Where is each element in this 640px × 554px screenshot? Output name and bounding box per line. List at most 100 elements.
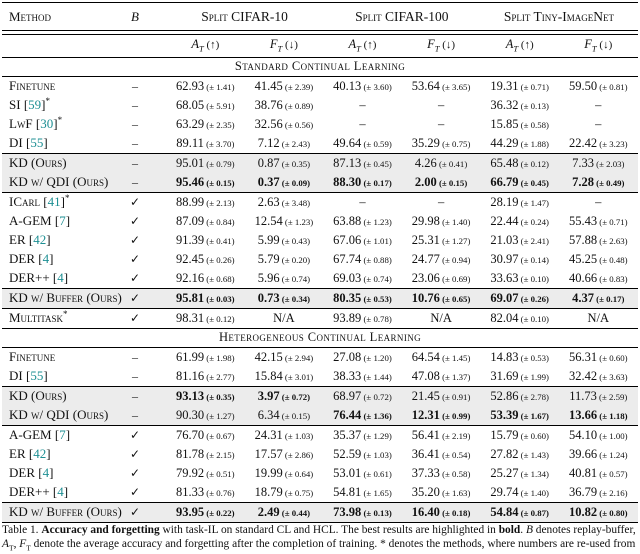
caption-italic-symbol: B (526, 524, 533, 536)
value-cell: 36.41 (± 0.54) (402, 447, 481, 462)
highlighted-row-group: KD w/ Buffer (Ours)✓95.81 (± 0.03)0.73 (… (2, 289, 638, 308)
std-dev: (± 0.79) (204, 159, 234, 169)
citation-number[interactable]: 4 (57, 484, 64, 499)
method-cell: SI [59]* (2, 97, 122, 113)
value-cell: N/A (245, 311, 324, 326)
metric-header: AT (↑) (480, 37, 559, 54)
value-cell: 69.07 (± 0.26) (480, 291, 559, 306)
method-cell: KD w/ QDI (Ours) (2, 174, 122, 190)
std-dev: (± 0.22) (204, 508, 234, 518)
buffer-dash: – (122, 79, 148, 94)
method-name: Finetune (9, 349, 55, 364)
method-cell: DER++ [4] (2, 484, 122, 500)
method-cell: KD (Ours) (2, 388, 122, 404)
method-cell: Multitask* (2, 310, 122, 326)
std-dev: (± 2.39) (283, 82, 313, 92)
buffer-column-header: B (122, 9, 148, 25)
std-dev: (± 0.75) (283, 488, 313, 498)
citation-brackets: [41] (40, 194, 65, 209)
std-dev: (± 1.27) (440, 236, 470, 246)
std-dev: (± 0.60) (597, 353, 627, 363)
metric-value: 14.83 (490, 350, 518, 364)
metric-value: 52.86 (490, 389, 518, 403)
citation-number[interactable]: 4 (43, 465, 50, 480)
citation-number[interactable]: 55 (30, 368, 43, 383)
citation-number[interactable]: 4 (57, 270, 64, 285)
citation-number[interactable]: 4 (43, 251, 50, 266)
metric-value: 32.42 (569, 369, 597, 383)
value-cell: 33.63 (± 0.10) (480, 271, 559, 286)
metric-value: 21.03 (490, 233, 518, 247)
std-dev: (± 0.59) (361, 139, 391, 149)
metric-value: 2.49 (258, 505, 280, 519)
std-dev: (± 2.78) (518, 392, 548, 402)
metric-value: 76.70 (176, 428, 204, 442)
value-cell: 0.87 (± 0.35) (245, 156, 324, 171)
metric-arrow: (↑) (361, 39, 377, 51)
citation-brackets: [4] (35, 465, 53, 480)
metric-value: 17.57 (255, 447, 283, 461)
std-dev: (± 0.15) (280, 411, 310, 421)
metric-value: 19.31 (490, 79, 518, 93)
highlighted-row-group: KD (Ours)–93.13 (± 0.35)3.97 (± 0.72)68.… (2, 387, 638, 425)
table-row: ICarl [41]*✓88.99 (± 2.13)2.63 (± 3.48)–… (2, 193, 638, 212)
metric-value: 64.54 (412, 350, 440, 364)
citation-number[interactable]: 42 (33, 232, 46, 247)
value-cell: 27.82 (± 1.43) (480, 447, 559, 462)
method-name: SI (9, 97, 21, 112)
citation-number[interactable]: 7 (59, 213, 66, 228)
citation-number[interactable]: 41 (48, 194, 61, 209)
citation-brackets: [7] (52, 213, 70, 228)
metric-value: 38.33 (333, 369, 361, 383)
method-cell: KD w/ Buffer (Ours) (2, 290, 122, 306)
row-group: A-GEM [7]✓76.70 (± 0.67)24.31 (± 1.03)35… (2, 426, 638, 502)
buffer-checkmark: ✓ (122, 195, 148, 210)
metric-value: 15.79 (490, 428, 518, 442)
value-cell: 25.27 (± 1.34) (480, 466, 559, 481)
value-cell: 53.39 (± 1.67) (480, 408, 559, 423)
method-column-header: Method (2, 9, 122, 25)
metric-value: 19.99 (255, 466, 283, 480)
metric-value: 52.59 (333, 447, 361, 461)
highlighted-row-group: KD w/ Buffer (Ours)✓93.95 (± 0.22)2.49 (… (2, 503, 638, 522)
citation-number[interactable]: 42 (33, 446, 46, 461)
buffer-symbol: B (131, 9, 139, 24)
metric-value: 42.15 (255, 350, 283, 364)
table-row: LwF [30]*–63.29 (± 2.35)32.56 (± 0.56)––… (2, 115, 638, 134)
metric-value: 53.01 (333, 466, 361, 480)
std-dev: (± 1.98) (204, 353, 234, 363)
citation-number[interactable]: 59 (28, 97, 41, 112)
value-cell: 24.31 (± 1.03) (245, 428, 324, 443)
dataset-group-header: Split Tiny-ImageNet (480, 9, 637, 25)
metric-value: 0.87 (258, 156, 280, 170)
citation-number[interactable]: 7 (59, 427, 66, 442)
metric-value: 7.12 (258, 136, 280, 150)
citation-number[interactable]: 55 (30, 135, 43, 150)
value-cell: 90.30 (± 1.27) (166, 408, 245, 423)
std-dev: (± 0.78) (361, 314, 391, 324)
std-dev: (± 0.67) (204, 431, 234, 441)
metric-value: 22.44 (490, 214, 518, 228)
buffer-checkmark: ✓ (122, 252, 148, 267)
citation-number[interactable]: 30 (40, 116, 53, 131)
metric-value: 32.56 (255, 117, 283, 131)
std-dev: (± 1.37) (440, 372, 470, 382)
metric-value: 25.31 (412, 233, 440, 247)
std-dev: (± 2.13) (204, 198, 234, 208)
metric-value: 22.42 (569, 136, 597, 150)
std-dev: (± 0.14) (518, 255, 548, 265)
value-cell: 63.88 (± 1.23) (323, 214, 402, 229)
value-cell: 93.13 (± 0.35) (166, 389, 245, 404)
metric-value: 92.45 (176, 252, 204, 266)
std-dev: (± 1.20) (361, 353, 391, 363)
value-cell: 54.10 (± 1.00) (559, 428, 638, 443)
buffer-dash: – (122, 117, 148, 132)
method-cell: ER [42] (2, 446, 122, 462)
metric-value: 55.43 (569, 214, 597, 228)
std-dev: (± 1.23) (361, 217, 391, 227)
buffer-dash: – (122, 98, 148, 113)
caption-line-2: AT, FT denote the average accuracy and f… (2, 538, 638, 554)
value-cell: 12.54 (± 1.23) (245, 214, 324, 229)
metric-value: 27.82 (490, 447, 518, 461)
std-dev: (± 2.86) (283, 450, 313, 460)
